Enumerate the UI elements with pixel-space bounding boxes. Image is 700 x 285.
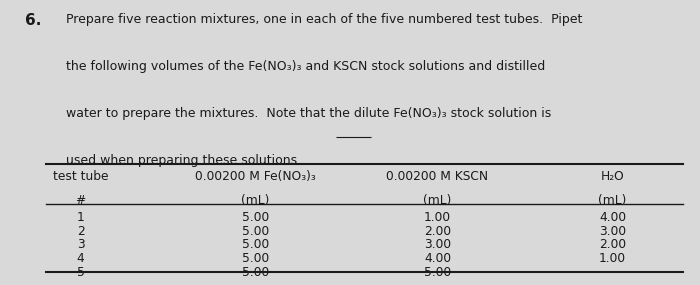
Text: 1.00: 1.00 [424,211,451,224]
Text: 5.00: 5.00 [424,266,451,279]
Text: 5.00: 5.00 [242,238,269,251]
Text: 1: 1 [76,211,85,224]
Text: H₂O: H₂O [601,170,624,183]
Text: 3.00: 3.00 [424,238,451,251]
Text: 2.00: 2.00 [424,225,451,238]
Text: water to prepare the mixtures.  Note that the dilute Fe(NO₃)₃ stock solution is: water to prepare the mixtures. Note that… [66,107,552,120]
Text: 5.00: 5.00 [242,252,269,265]
Text: (mL): (mL) [424,194,452,207]
Text: 5.00: 5.00 [242,211,269,224]
Text: 3: 3 [76,238,85,251]
Text: 4: 4 [76,252,85,265]
Text: 4.00: 4.00 [424,252,451,265]
Text: Prepare five reaction mixtures, one in each of the five numbered test tubes.  Pi: Prepare five reaction mixtures, one in e… [66,13,583,26]
Text: used when preparing these solutions.: used when preparing these solutions. [66,154,302,167]
Text: 5.00: 5.00 [242,225,269,238]
Text: #: # [76,194,85,207]
Text: 6.: 6. [25,13,41,28]
Text: (mL): (mL) [598,194,626,207]
Text: 5: 5 [76,266,85,279]
Text: 4.00: 4.00 [599,211,626,224]
Text: 0.00200 M Fe(NO₃)₃: 0.00200 M Fe(NO₃)₃ [195,170,316,183]
Text: 0.00200 M KSCN: 0.00200 M KSCN [386,170,489,183]
Text: 2: 2 [76,225,85,238]
Text: 2.00: 2.00 [599,238,626,251]
Text: 5.00: 5.00 [242,266,269,279]
Text: 3.00: 3.00 [599,225,626,238]
Text: 1.00: 1.00 [599,252,626,265]
Text: test tube: test tube [52,170,108,183]
Text: the following volumes of the Fe(NO₃)₃ and KSCN stock solutions and distilled: the following volumes of the Fe(NO₃)₃ an… [66,60,546,73]
Text: ---: --- [606,266,620,279]
Text: (mL): (mL) [241,194,270,207]
